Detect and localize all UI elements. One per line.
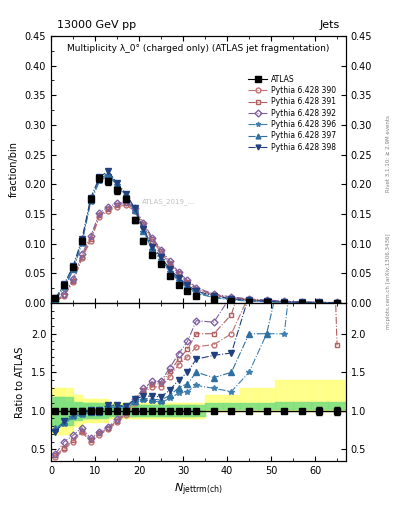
Legend: ATLAS, Pythia 6.428 390, Pythia 6.428 391, Pythia 6.428 392, Pythia 6.428 396, P: ATLAS, Pythia 6.428 390, Pythia 6.428 39… xyxy=(245,72,339,155)
Text: Multiplicity λ_0° (charged only) (ATLAS jet fragmentation): Multiplicity λ_0° (charged only) (ATLAS … xyxy=(67,44,330,53)
X-axis label: $N_{\rm jettrm(ch)}$: $N_{\rm jettrm(ch)}$ xyxy=(174,481,223,498)
Text: ATLAS_2019_...: ATLAS_2019_... xyxy=(142,198,196,205)
Y-axis label: Ratio to ATLAS: Ratio to ATLAS xyxy=(15,346,25,418)
Text: mcplots.cern.ch [arXiv:1306.3436]: mcplots.cern.ch [arXiv:1306.3436] xyxy=(386,234,391,329)
Text: 13000 GeV pp: 13000 GeV pp xyxy=(57,20,136,31)
Text: Jets: Jets xyxy=(320,20,340,31)
Text: Rivet 3.1.10; ≥ 2.9M events: Rivet 3.1.10; ≥ 2.9M events xyxy=(386,115,391,192)
Y-axis label: fraction/bin: fraction/bin xyxy=(9,141,19,198)
